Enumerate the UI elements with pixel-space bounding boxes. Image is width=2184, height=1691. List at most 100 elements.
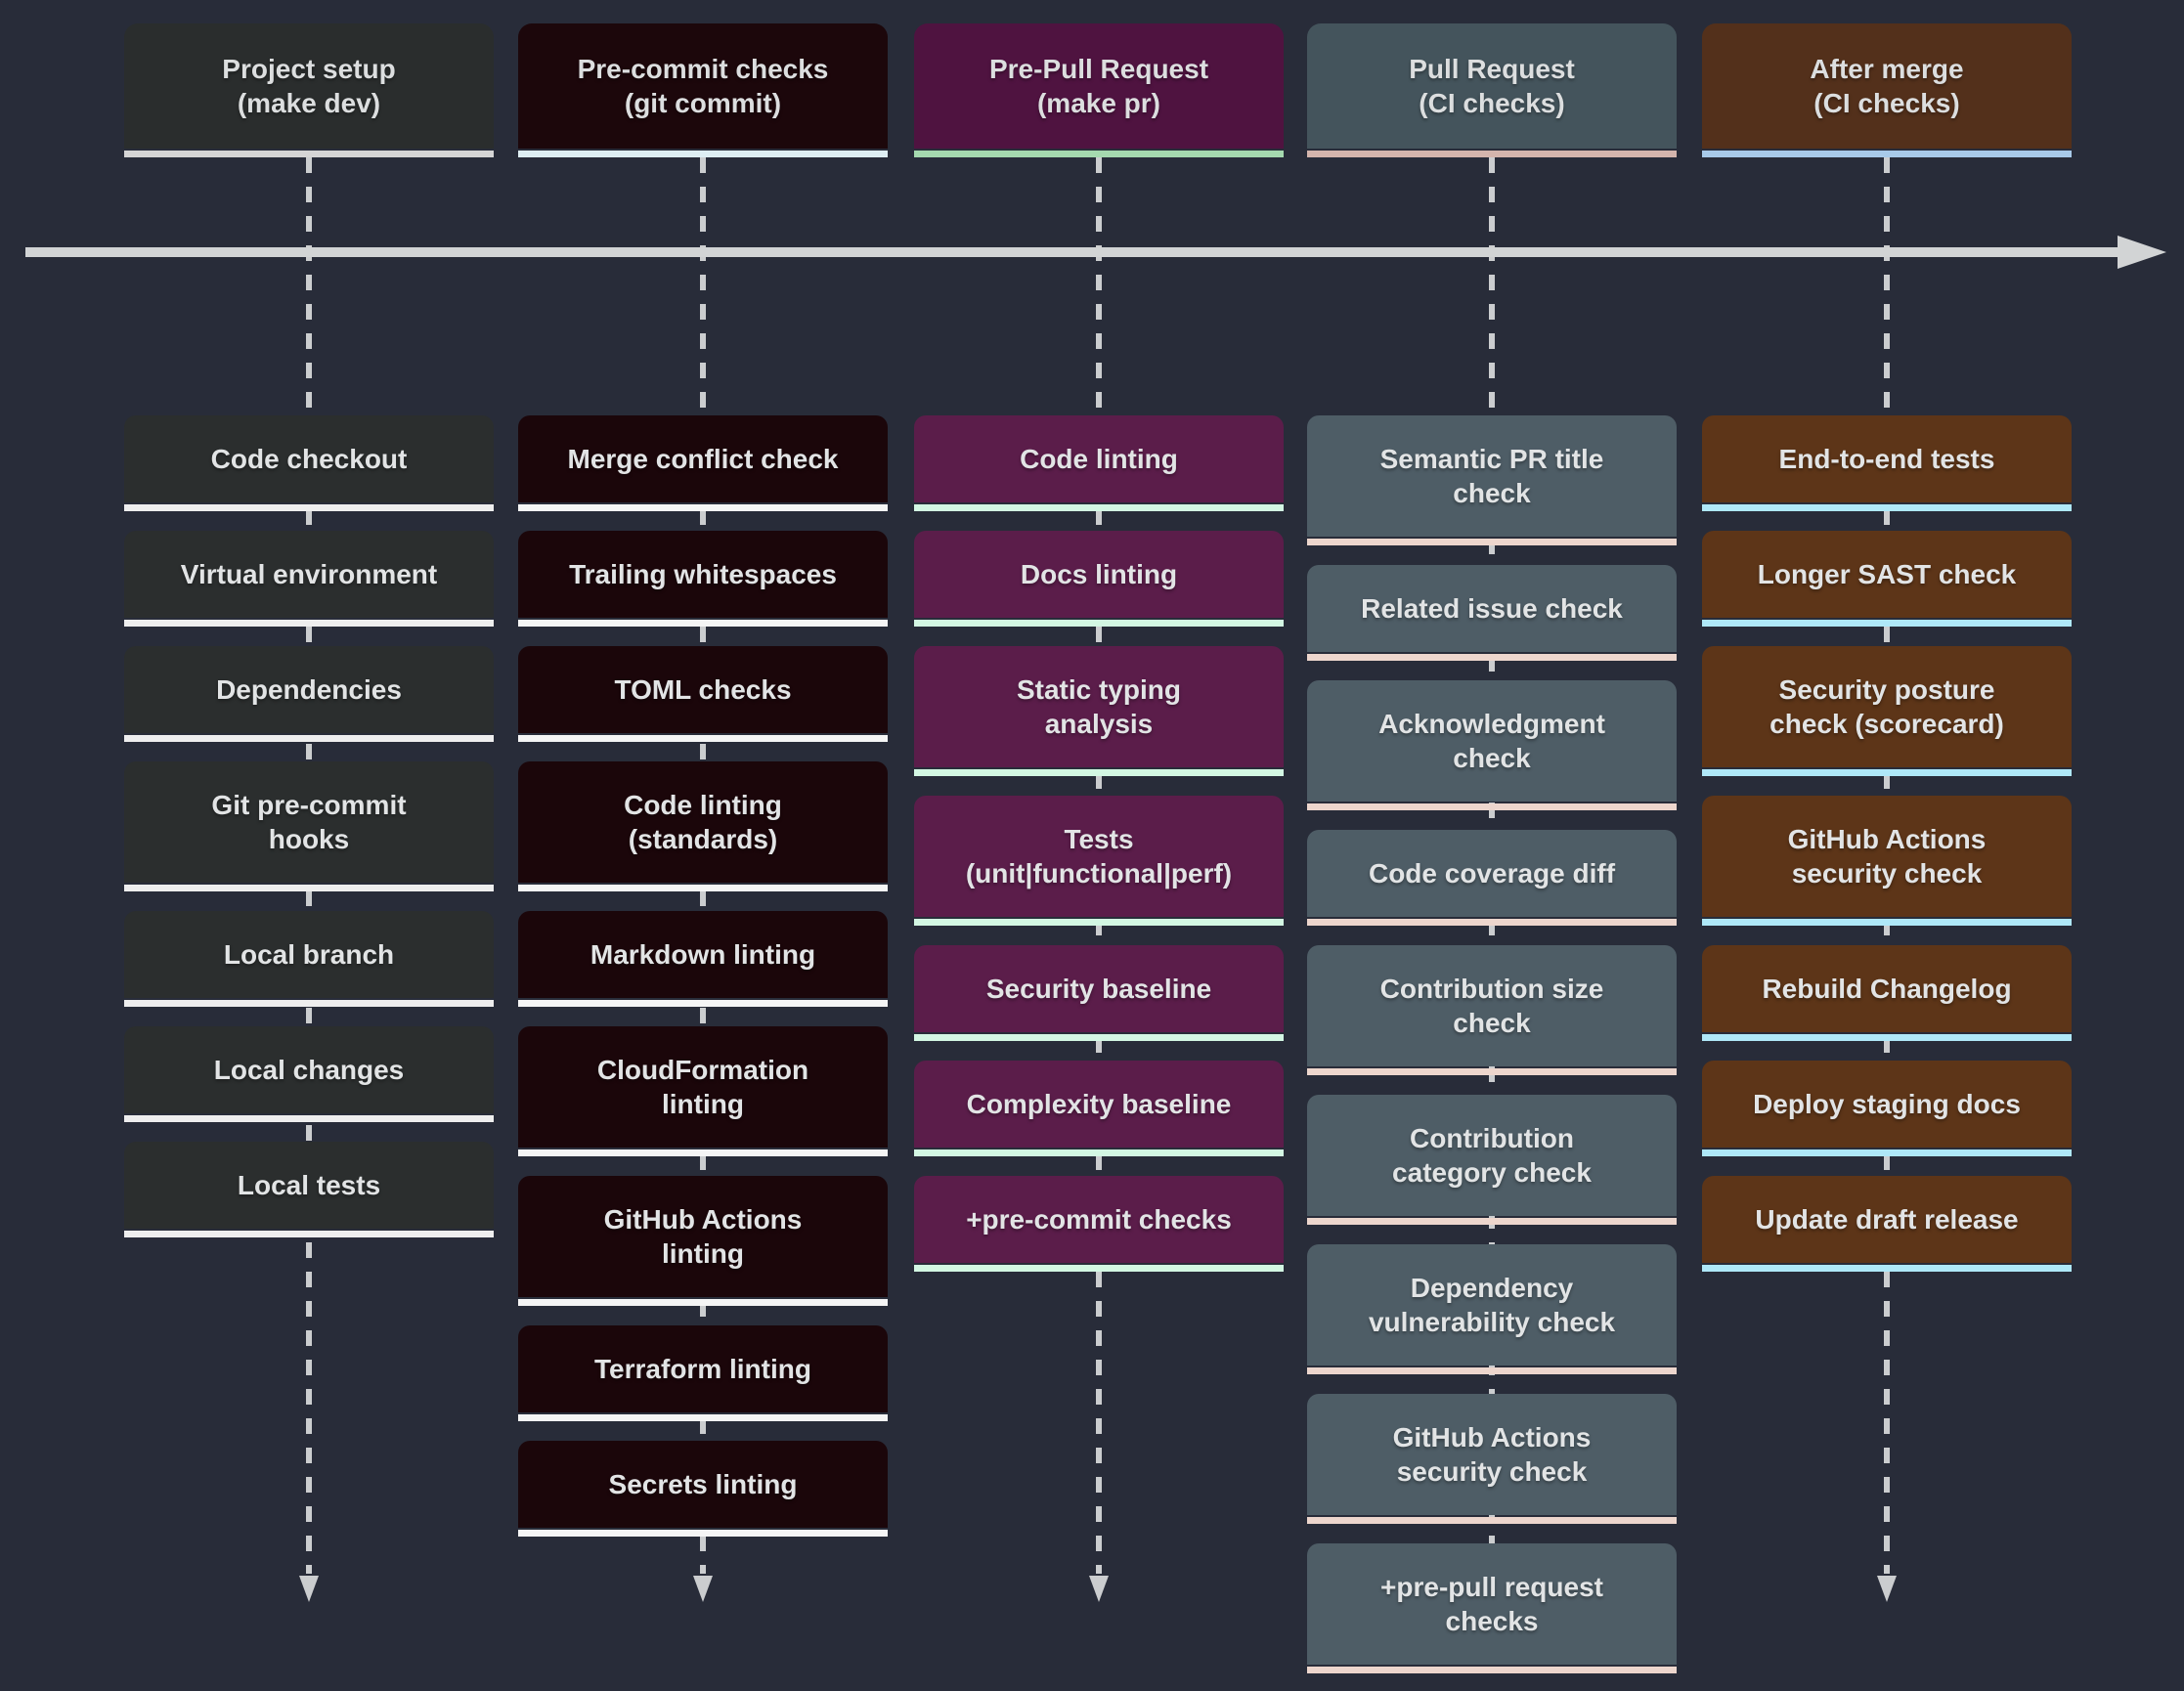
stage-item: Deploy staging docs [1702, 1061, 2072, 1156]
stage-item-underline [518, 1149, 888, 1156]
stage-item: Complexity baseline [914, 1061, 1284, 1156]
stage-item-label: Static typing analysis [914, 646, 1284, 767]
stage-item-underline [1307, 1367, 1677, 1374]
stage-item-underline [1307, 1517, 1677, 1524]
stage-item-underline [914, 919, 1284, 926]
stage-item-label: Merge conflict check [518, 415, 888, 502]
stage-item-underline [1307, 1667, 1677, 1673]
stage-header-label: Pre-Pull Request (make pr) [914, 23, 1284, 149]
stage-item-underline [1702, 504, 2072, 511]
stage-item-label: Code linting (standards) [518, 761, 888, 883]
down-arrowhead-icon [299, 1576, 319, 1602]
stage-header-label: Pre-commit checks (git commit) [518, 23, 888, 149]
stage-item-label: Code checkout [124, 415, 494, 502]
stage-item-label: +pre-commit checks [914, 1176, 1284, 1263]
stage-item-label: Git pre-commit hooks [124, 761, 494, 883]
stage-item-label: Rebuild Changelog [1702, 945, 2072, 1032]
stage-item-underline [1307, 654, 1677, 661]
stage-item-underline [124, 504, 494, 511]
stage-item-label: Local tests [124, 1142, 494, 1229]
stage-item-underline [1702, 1265, 2072, 1272]
stage-item: Terraform linting [518, 1325, 888, 1421]
stage-item-label: Longer SAST check [1702, 531, 2072, 618]
stage-item-label: Deploy staging docs [1702, 1061, 2072, 1148]
stage-items: Code checkout Virtual environment Depend… [124, 415, 494, 1237]
stage-item-label: Markdown linting [518, 911, 888, 998]
stage-item: Update draft release [1702, 1176, 2072, 1272]
stage-item-label: Semantic PR title check [1307, 415, 1677, 537]
stage-item: CloudFormation linting [518, 1026, 888, 1156]
timeline-arrowhead-icon [2118, 236, 2166, 269]
stage-item-underline [1702, 1149, 2072, 1156]
stage-item-label: Local branch [124, 911, 494, 998]
stage-item-underline [518, 1000, 888, 1007]
column-project-setup: Project setup (make dev) Code checkout V… [124, 0, 494, 1691]
stage-item-label: TOML checks [518, 646, 888, 733]
stage-item-underline [1702, 769, 2072, 776]
stage-item: +pre-pull request checks [1307, 1543, 1677, 1673]
stage-header: Project setup (make dev) [124, 23, 494, 157]
stage-item-underline [914, 1034, 1284, 1041]
stage-item: Security baseline [914, 945, 1284, 1041]
stage-header-underline [914, 151, 1284, 157]
stage-item-label: Tests (unit|functional|perf) [914, 796, 1284, 917]
stage-item: Merge conflict check [518, 415, 888, 511]
stage-item-underline [518, 1530, 888, 1537]
column-pre-pull-request: Pre-Pull Request (make pr) Code linting … [914, 0, 1284, 1691]
stage-item: Secrets linting [518, 1441, 888, 1537]
stage-header-underline [1307, 151, 1677, 157]
stage-header-underline [124, 151, 494, 157]
stage-item-label: GitHub Actions security check [1307, 1394, 1677, 1515]
stage-item: End-to-end tests [1702, 415, 2072, 511]
stage-item: Docs linting [914, 531, 1284, 627]
stage-item-underline [124, 735, 494, 742]
stage-item-underline [1702, 620, 2072, 627]
stage-item-label: Dependency vulnerability check [1307, 1244, 1677, 1366]
stage-item: Semantic PR title check [1307, 415, 1677, 545]
stage-item-underline [914, 1149, 1284, 1156]
down-arrowhead-icon [1877, 1576, 1897, 1602]
stage-item-underline [518, 735, 888, 742]
stage-item: +pre-commit checks [914, 1176, 1284, 1272]
stage-item: Code checkout [124, 415, 494, 511]
stage-item: Local changes [124, 1026, 494, 1122]
stage-header-label: After merge (CI checks) [1702, 23, 2072, 149]
stage-item-underline [914, 504, 1284, 511]
stage-item: Contribution category check [1307, 1095, 1677, 1225]
stage-item-underline [914, 620, 1284, 627]
stage-item-underline [518, 1299, 888, 1306]
stage-item-underline [124, 1231, 494, 1237]
stage-item: Code coverage diff [1307, 830, 1677, 926]
stage-item-label: +pre-pull request checks [1307, 1543, 1677, 1665]
stage-item-label: Security posture check (scorecard) [1702, 646, 2072, 767]
stage-item-label: Local changes [124, 1026, 494, 1113]
stage-item-underline [518, 1414, 888, 1421]
stage-item-label: Acknowledgment check [1307, 680, 1677, 802]
stage-item-label: Code coverage diff [1307, 830, 1677, 917]
stage-item-label: Code linting [914, 415, 1284, 502]
down-arrowhead-icon [693, 1576, 713, 1602]
stage-item-label: Security baseline [914, 945, 1284, 1032]
column-pre-commit-checks: Pre-commit checks (git commit) Merge con… [518, 0, 888, 1691]
column-after-merge: After merge (CI checks) End-to-end tests… [1702, 0, 2072, 1691]
stage-item: Dependency vulnerability check [1307, 1244, 1677, 1374]
stage-item: TOML checks [518, 646, 888, 742]
stage-item-underline [124, 620, 494, 627]
stage-items: Merge conflict check Trailing whitespace… [518, 415, 888, 1537]
stage-item-underline [1702, 919, 2072, 926]
stage-item: Rebuild Changelog [1702, 945, 2072, 1041]
stage-item: Dependencies [124, 646, 494, 742]
stage-item-label: Docs linting [914, 531, 1284, 618]
stage-item-label: Trailing whitespaces [518, 531, 888, 618]
stage-item-label: Virtual environment [124, 531, 494, 618]
stage-item-underline [124, 1115, 494, 1122]
column-pull-request: Pull Request (CI checks) Semantic PR tit… [1307, 0, 1677, 1691]
stage-item-underline [518, 620, 888, 627]
stage-header-underline [518, 151, 888, 157]
stage-items: Semantic PR title check Related issue ch… [1307, 415, 1677, 1673]
stage-item-label: Contribution size check [1307, 945, 1677, 1066]
stage-item-label: Update draft release [1702, 1176, 2072, 1263]
stage-header: Pre-commit checks (git commit) [518, 23, 888, 157]
stage-item: GitHub Actions security check [1702, 796, 2072, 926]
